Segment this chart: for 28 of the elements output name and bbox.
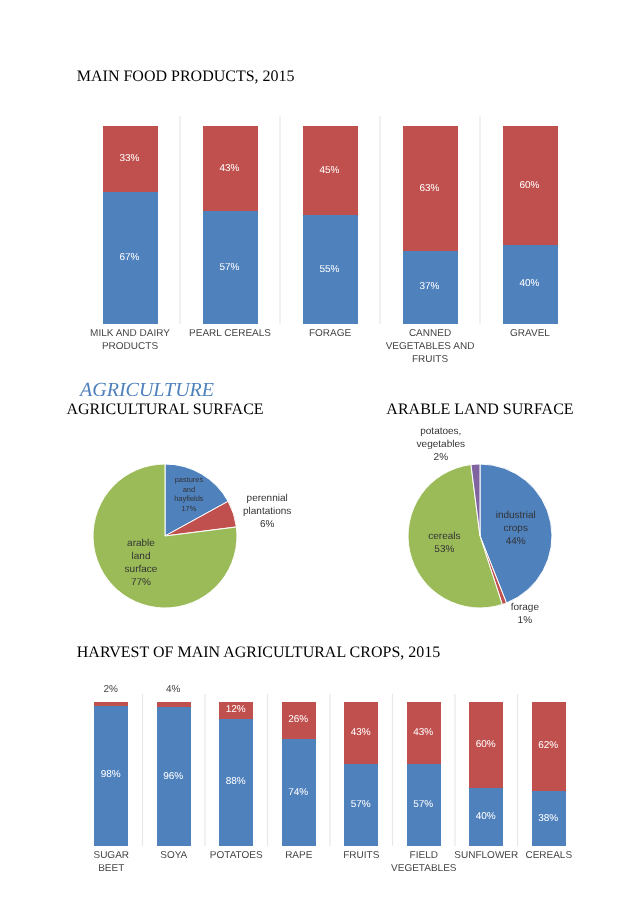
- chart-title: AGRICULTURAL SURFACE: [66, 400, 264, 419]
- chart-title: MAIN FOOD PRODUCTS, 2015: [76, 66, 295, 85]
- bar: [156, 707, 191, 846]
- bar: [102, 191, 158, 324]
- bar: [202, 211, 258, 324]
- bar: [302, 126, 358, 216]
- bar: [219, 718, 254, 846]
- bar: [406, 763, 441, 846]
- bar: [402, 126, 458, 251]
- bar: [344, 701, 379, 764]
- bar: [406, 701, 441, 764]
- bar: [502, 244, 558, 324]
- bar: [281, 739, 316, 846]
- bar: [469, 788, 504, 846]
- text: AGRICULTURE: [80, 380, 215, 402]
- bar: [502, 126, 558, 245]
- pie-slice: [92, 463, 238, 609]
- bar: [469, 701, 504, 789]
- bar: [302, 215, 358, 324]
- bar: [531, 701, 566, 792]
- chart-title: HARVEST OF MAIN AGRICULTURAL CROPS, 2015: [76, 643, 441, 662]
- bar: [344, 763, 379, 846]
- bar: [202, 126, 258, 212]
- bar: [402, 250, 458, 324]
- bar: [102, 126, 158, 192]
- bar: [94, 704, 129, 846]
- bar: [531, 791, 566, 846]
- chart-title: ARABLE LAND SURFACE: [386, 400, 574, 419]
